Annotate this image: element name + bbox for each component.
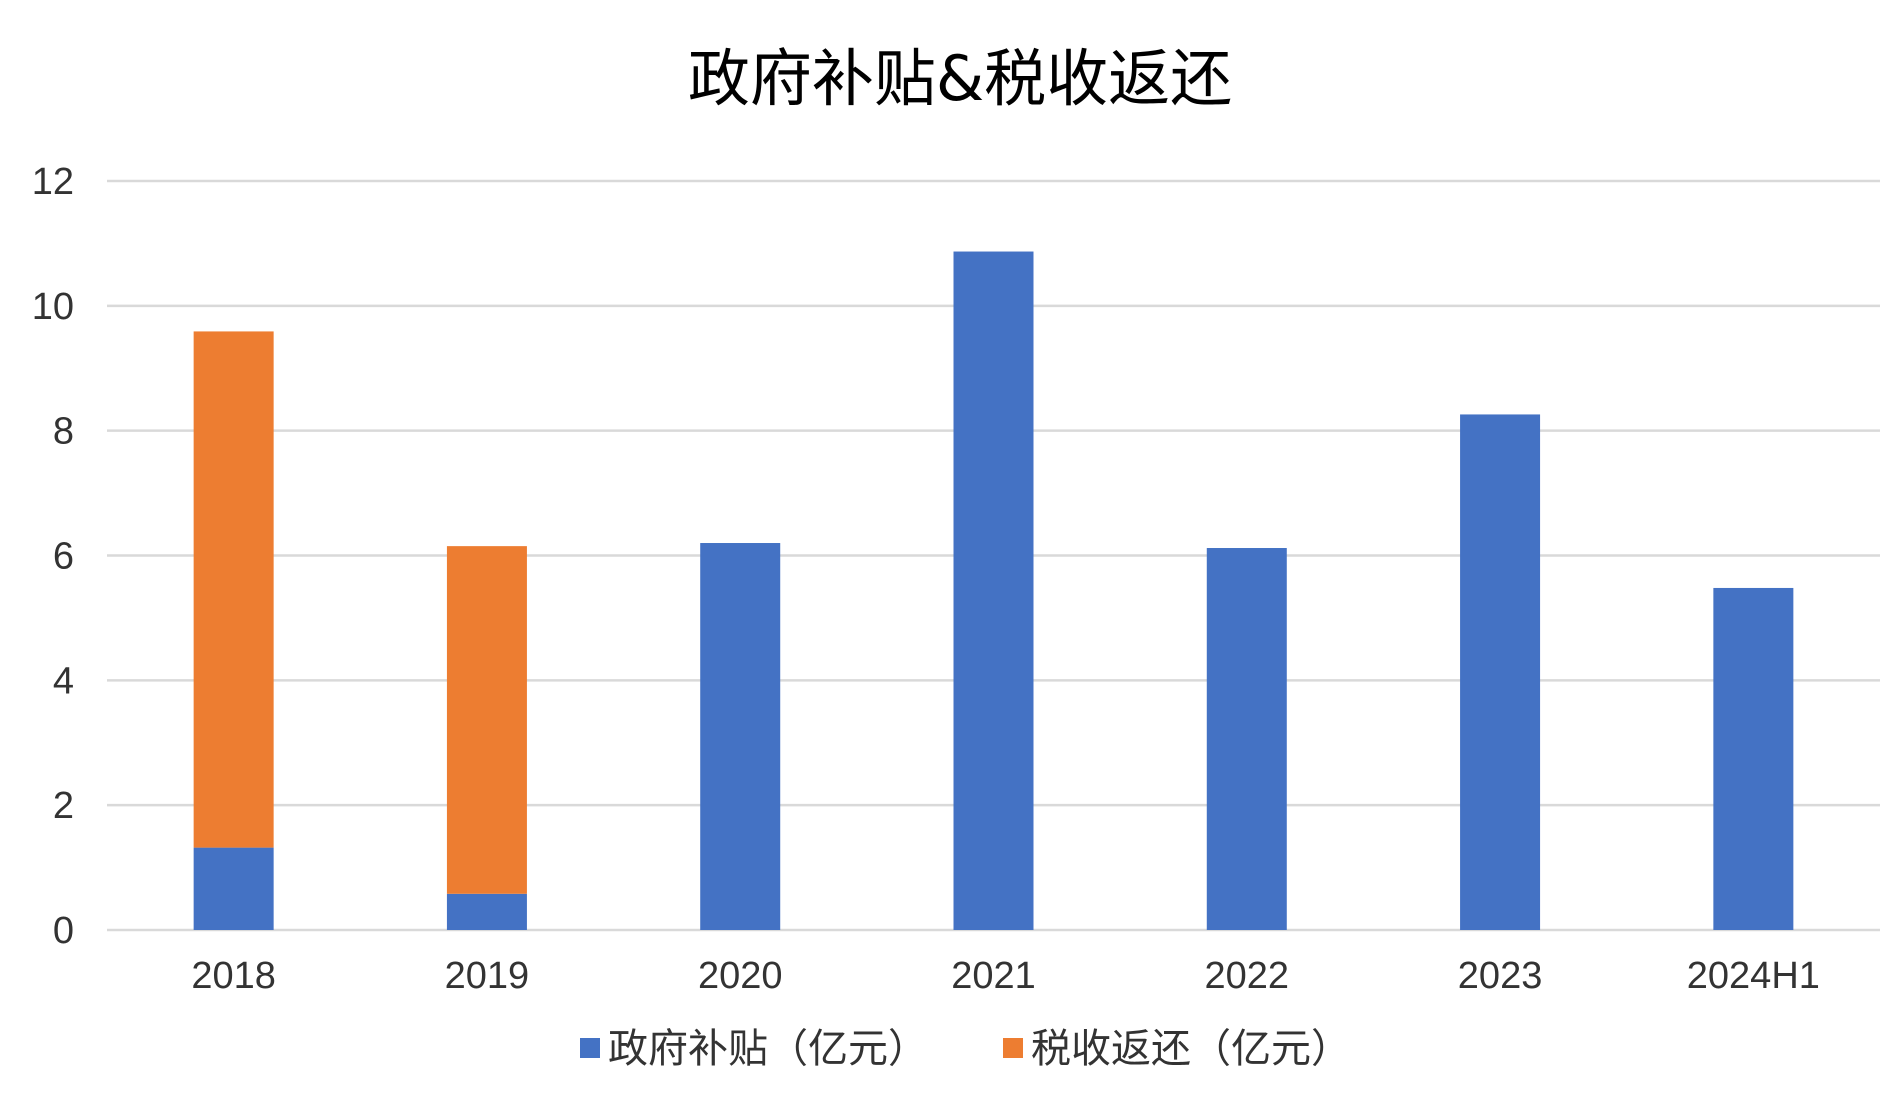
y-tick-label: 0 xyxy=(53,910,74,952)
chart-title: 政府补贴&税收返还 xyxy=(688,42,1232,115)
x-tick-label: 2021 xyxy=(951,955,1036,997)
y-tick-label: 4 xyxy=(53,660,74,702)
y-tick-label: 6 xyxy=(53,536,74,578)
y-axis-ticks: 0 2 4 6 8 10 12 xyxy=(32,161,74,952)
bar-2019-series-2 xyxy=(446,546,527,894)
bar-2019-series-1 xyxy=(446,893,527,930)
y-tick-label: 10 xyxy=(32,286,74,328)
x-tick-label: 2023 xyxy=(1458,955,1543,997)
legend-label-1: 政府补贴（亿元） xyxy=(608,1026,928,1072)
x-tick-label: 2019 xyxy=(445,955,530,997)
bar-2018-series-2 xyxy=(193,331,274,848)
legend-swatch-2 xyxy=(1003,1038,1023,1058)
x-tick-label: 2020 xyxy=(698,955,783,997)
y-tick-label: 12 xyxy=(32,161,74,203)
y-tick-label: 8 xyxy=(53,411,74,453)
bars xyxy=(193,251,1794,931)
y-tick-label: 2 xyxy=(53,785,74,827)
x-tick-label: 2018 xyxy=(191,955,276,997)
bar-2022-series-1 xyxy=(1206,548,1287,930)
bar-2023-series-1 xyxy=(1460,414,1541,930)
bar-2024H1-series-1 xyxy=(1713,587,1794,930)
bar-2020-series-1 xyxy=(700,543,781,930)
legend: 政府补贴（亿元） 税收返还（亿元） xyxy=(580,1026,1351,1072)
x-axis-ticks: 2018 2019 2020 2021 2022 2023 2024H1 xyxy=(191,955,1820,997)
x-tick-label: 2024H1 xyxy=(1687,955,1820,997)
bar-2018-series-1 xyxy=(193,847,274,930)
legend-label-2: 税收返还（亿元） xyxy=(1031,1026,1351,1072)
bar-2021-series-1 xyxy=(953,251,1034,931)
legend-swatch-1 xyxy=(580,1038,600,1058)
x-tick-label: 2022 xyxy=(1205,955,1290,997)
